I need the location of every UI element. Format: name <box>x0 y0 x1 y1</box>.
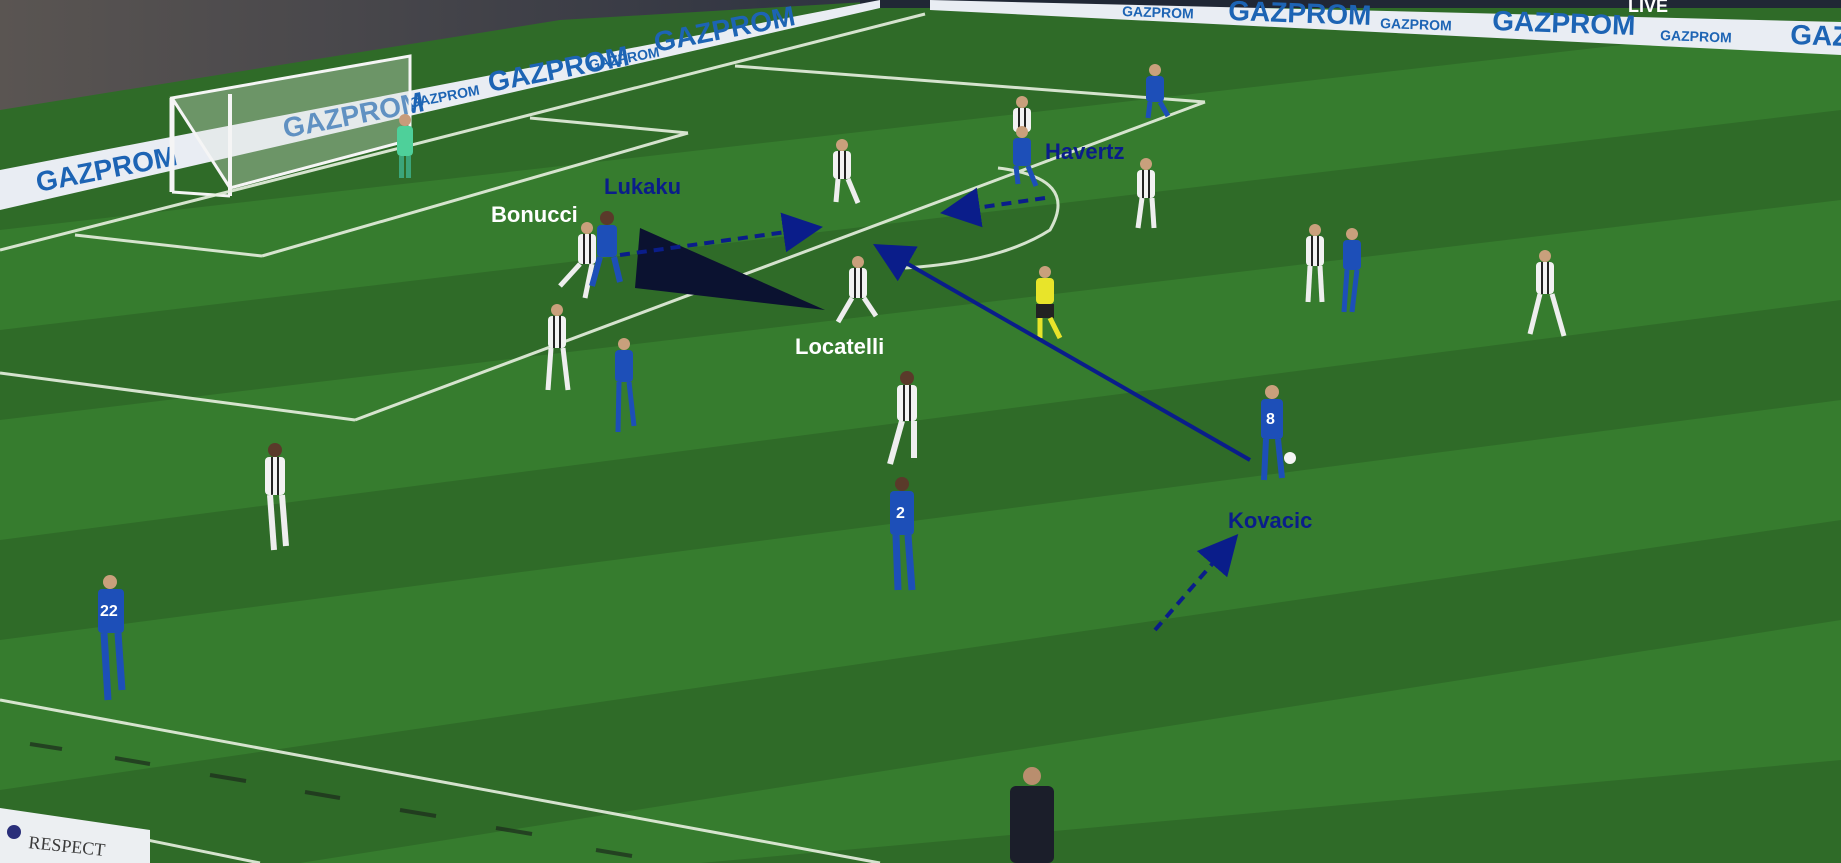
sponsor-board-text: GAZPROM <box>1790 19 1841 55</box>
label-havertz: Havertz <box>1045 139 1124 164</box>
referee <box>1036 266 1063 340</box>
sponsor-board-text: GAZPROM <box>1122 3 1194 21</box>
player-chelsea: 2 <box>890 477 916 591</box>
player-locatelli <box>835 256 879 324</box>
player-juve <box>265 443 289 551</box>
crowd-stand <box>0 0 900 110</box>
touchline-marks <box>29 742 633 858</box>
kit-number: 22 <box>100 603 118 620</box>
sponsor-board-text: GAZPROM <box>1660 27 1732 45</box>
player-chelsea <box>1341 228 1361 313</box>
player-juve <box>1135 158 1157 229</box>
label-kovacic: Kovacic <box>1228 508 1312 533</box>
label-locatelli: Locatelli <box>795 334 884 359</box>
label-bonucci: Bonucci <box>491 202 578 227</box>
player-chelsea <box>1145 64 1171 119</box>
ad-board-right <box>930 0 1841 55</box>
chelsea-players: 8 2 22 <box>98 64 1361 701</box>
sponsor-board-text: GAZPROM <box>1228 0 1372 31</box>
player-kovacic: 8 <box>1261 385 1296 481</box>
player-juve <box>1527 250 1567 337</box>
juventus-players <box>265 96 1567 551</box>
uefa-logo-icon <box>7 825 21 839</box>
goalkeeper <box>397 114 413 178</box>
player-bonucci <box>558 222 596 299</box>
player-juve <box>1305 224 1325 303</box>
player-juve <box>545 304 571 391</box>
ad-board-left <box>0 0 880 210</box>
kit-number: 8 <box>1266 411 1275 428</box>
sponsor-board-text: GAZPROM <box>1380 15 1452 33</box>
player-chelsea <box>615 338 637 433</box>
label-lukaku: Lukaku <box>604 174 681 199</box>
ball <box>1284 452 1296 464</box>
grass-stripes <box>0 20 1841 863</box>
player-juve <box>833 139 861 204</box>
player-juve <box>887 371 917 465</box>
marking-triangle <box>635 228 825 310</box>
sponsor-board-text: GAZPROM <box>1492 5 1636 41</box>
run-arrow-kovacic <box>1153 533 1239 632</box>
tactical-annotations <box>619 187 1251 632</box>
player-juve <box>1013 96 1031 132</box>
coach <box>1010 767 1054 863</box>
pitch-lines <box>0 12 1206 863</box>
live-badge: LIVE <box>1628 0 1668 16</box>
player-havertz <box>1013 126 1039 187</box>
respect-board <box>0 808 150 863</box>
kit-number: 2 <box>896 505 905 522</box>
player-lukaku <box>589 211 623 287</box>
pass-arrow <box>873 244 1251 462</box>
player-chelsea: 22 <box>98 575 126 701</box>
